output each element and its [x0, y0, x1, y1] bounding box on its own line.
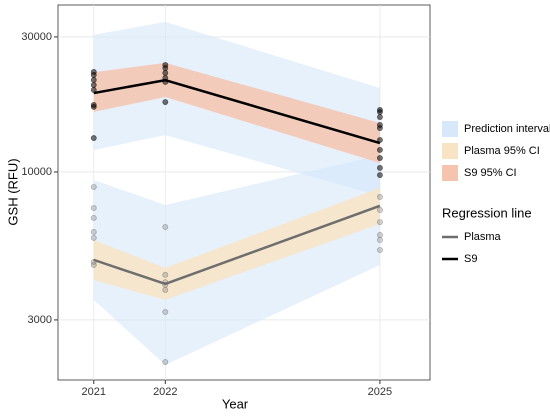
data-point [377, 109, 383, 115]
data-point [90, 205, 97, 211]
legend-label: Plasma [464, 231, 502, 243]
data-point [162, 309, 169, 315]
data-point [90, 135, 97, 141]
data-point [162, 65, 169, 71]
legend-swatch [442, 121, 458, 137]
data-point [377, 247, 383, 253]
data-point [377, 147, 383, 153]
data-point [90, 215, 97, 221]
legend-label: S9 [464, 253, 477, 265]
legend-label: S9 95% CI [464, 167, 517, 179]
data-point [162, 281, 169, 288]
data-point [377, 155, 383, 161]
y-tick-label: 3000 [28, 314, 52, 326]
data-point [377, 194, 383, 200]
legend-label: Prediction interval [464, 123, 550, 135]
x-tick-label: 2022 [153, 386, 177, 398]
data-point [90, 259, 97, 265]
data-point [90, 77, 97, 83]
legend-title: Regression line [442, 205, 532, 220]
x-axis-label: Year [222, 396, 249, 411]
x-tick-label: 2021 [82, 386, 106, 398]
legend-swatch [442, 165, 458, 181]
y-tick-label: 30000 [21, 31, 52, 43]
data-point [162, 69, 169, 76]
data-point [377, 237, 383, 243]
data-point [377, 219, 383, 225]
data-point [377, 165, 383, 171]
legend-label: Plasma 95% CI [464, 145, 540, 157]
data-point [162, 79, 169, 85]
data-point [90, 184, 97, 190]
data-point [377, 114, 383, 120]
data-point [377, 137, 383, 143]
y-tick-label: 10000 [21, 166, 52, 178]
ci-band [93, 62, 380, 163]
x-tick-label: 2025 [368, 386, 392, 398]
data-point [162, 99, 169, 105]
regression-line [93, 204, 381, 286]
data-point [162, 224, 169, 230]
data-point [90, 72, 97, 78]
data-point [377, 172, 383, 178]
data-point [377, 125, 383, 131]
data-point [90, 262, 97, 268]
data-point [162, 271, 169, 278]
data-point [90, 82, 97, 88]
data-point [90, 234, 97, 241]
legend-swatch [442, 143, 458, 159]
data-point [162, 359, 169, 365]
data-point [90, 228, 97, 235]
data-point [90, 87, 97, 93]
data-point [162, 287, 169, 293]
data-point [90, 103, 97, 110]
y-axis-label: GSH (RFU) [5, 158, 20, 225]
data-point [377, 232, 383, 238]
data-point [377, 207, 383, 213]
